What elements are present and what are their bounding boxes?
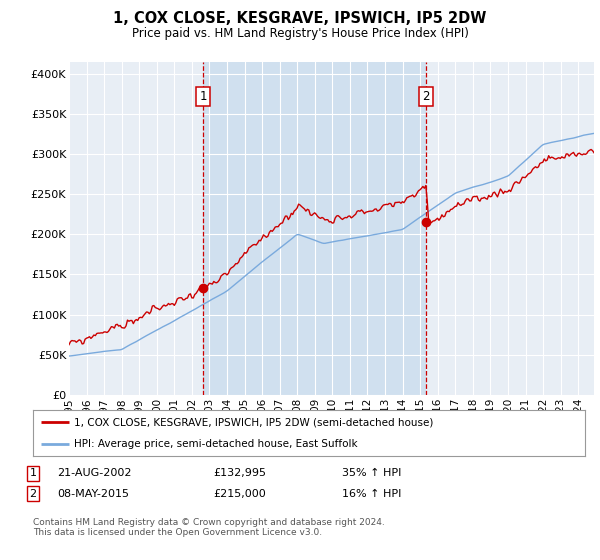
Text: HPI: Average price, semi-detached house, East Suffolk: HPI: Average price, semi-detached house,… xyxy=(74,440,358,450)
Text: £215,000: £215,000 xyxy=(213,489,266,499)
Text: 1: 1 xyxy=(199,90,207,103)
Text: 35% ↑ HPI: 35% ↑ HPI xyxy=(342,468,401,478)
Text: 16% ↑ HPI: 16% ↑ HPI xyxy=(342,489,401,499)
Text: 21-AUG-2002: 21-AUG-2002 xyxy=(57,468,131,478)
Text: £132,995: £132,995 xyxy=(213,468,266,478)
Text: 08-MAY-2015: 08-MAY-2015 xyxy=(57,489,129,499)
Text: Contains HM Land Registry data © Crown copyright and database right 2024.
This d: Contains HM Land Registry data © Crown c… xyxy=(33,518,385,538)
Text: 1: 1 xyxy=(29,468,37,478)
Text: 1, COX CLOSE, KESGRAVE, IPSWICH, IP5 2DW: 1, COX CLOSE, KESGRAVE, IPSWICH, IP5 2DW xyxy=(113,11,487,26)
Text: 2: 2 xyxy=(29,489,37,499)
Bar xyxy=(203,62,427,395)
Text: 1, COX CLOSE, KESGRAVE, IPSWICH, IP5 2DW (semi-detached house): 1, COX CLOSE, KESGRAVE, IPSWICH, IP5 2DW… xyxy=(74,417,434,427)
Text: Price paid vs. HM Land Registry's House Price Index (HPI): Price paid vs. HM Land Registry's House … xyxy=(131,27,469,40)
Text: 2: 2 xyxy=(422,90,430,103)
